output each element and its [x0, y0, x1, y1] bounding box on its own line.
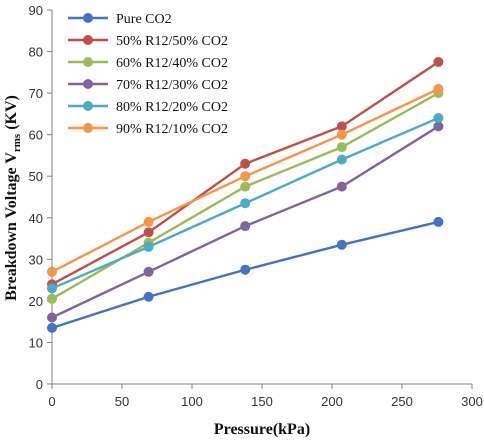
series-lines [47, 56, 444, 333]
data-point [240, 198, 251, 209]
x-axis-label: Pressure(kPa) [214, 421, 310, 438]
series-90-r12-10-co2 [47, 83, 444, 277]
legend-label: 70% R12/30% CO2 [116, 78, 228, 93]
x-tick-label: 0 [48, 394, 55, 409]
data-point [336, 154, 347, 165]
series-80-r12-20-co2 [47, 113, 444, 294]
x-tick-label: 200 [321, 394, 343, 409]
data-point [433, 121, 444, 132]
legend-label: 80% R12/20% CO2 [116, 100, 228, 115]
y-tick-label: 90 [29, 3, 43, 18]
x-tick-label: 100 [181, 394, 203, 409]
data-point [143, 291, 154, 302]
legend-item-50-r12-50-co2: 50% R12/50% CO2 [68, 34, 228, 49]
data-point [47, 322, 57, 333]
data-point [143, 216, 154, 227]
legend-label: Pure CO2 [116, 12, 172, 27]
data-point [433, 56, 444, 67]
x-tick-label: 300 [461, 394, 483, 409]
legend-label: 60% R12/40% CO2 [116, 56, 228, 71]
y-tick-label: 80 [29, 45, 43, 60]
legend-item-80-r12-20-co2: 80% R12/20% CO2 [68, 100, 228, 115]
legend-marker [83, 79, 93, 89]
data-point [240, 181, 251, 192]
data-point [336, 121, 347, 132]
data-point [336, 181, 347, 192]
legend-item-90-r12-10-co2: 90% R12/10% CO2 [68, 122, 228, 137]
legend-label: 50% R12/50% CO2 [116, 34, 228, 49]
legend-label: 90% R12/10% CO2 [116, 122, 228, 137]
y-axis-label-sub: rms [11, 133, 23, 152]
data-point [47, 283, 57, 294]
data-point [433, 113, 444, 124]
data-point [47, 266, 57, 277]
y-tick-label: 50 [29, 169, 43, 184]
y-tick-labels: 0 10 20 30 40 50 60 70 80 90 [29, 3, 43, 392]
data-point [240, 264, 251, 275]
legend-item-60-r12-40-co2: 60% R12/40% CO2 [68, 56, 228, 71]
series-pure-co2 [47, 216, 444, 333]
y-tick-label: 40 [29, 211, 43, 226]
data-point [143, 266, 154, 277]
series-70-r12-30-co2 [47, 121, 444, 323]
data-point [47, 312, 57, 323]
y-tick-label: 70 [29, 86, 43, 101]
y-tick-label: 60 [29, 128, 43, 143]
y-axis-label: Breakdown Voltage Vrms (KV) [3, 95, 23, 301]
data-point [433, 83, 444, 94]
legend-marker [83, 123, 93, 133]
x-tick-labels: 0 50 100 150 200 250 300 [48, 394, 482, 409]
data-point [336, 239, 347, 250]
data-point [47, 293, 57, 304]
data-point [433, 216, 444, 227]
y-tick-label: 30 [29, 252, 43, 267]
data-point [240, 221, 251, 232]
y-axis-label-unit: (KV) [3, 95, 20, 134]
series-line [51, 220, 439, 330]
x-tick-label: 250 [391, 394, 413, 409]
legend-marker [83, 57, 93, 67]
x-tick-label: 150 [251, 394, 273, 409]
y-tick-label: 10 [29, 335, 43, 350]
data-point [240, 158, 251, 169]
y-tick-label: 20 [29, 294, 43, 309]
data-point [143, 227, 154, 238]
legend-marker [83, 13, 93, 23]
data-point [336, 142, 347, 153]
legend: Pure CO2 50% R12/50% CO2 60% R12/40% CO2 70… [68, 12, 228, 137]
legend-marker [83, 101, 93, 111]
data-point [143, 241, 154, 252]
y-tick-label: 0 [36, 377, 43, 392]
axes [47, 9, 473, 389]
data-point [240, 171, 251, 182]
legend-item-pure-co2: Pure CO2 [68, 12, 172, 27]
x-tick-label: 50 [115, 394, 129, 409]
data-point [336, 129, 347, 140]
y-axis-label-main: Breakdown Voltage V [3, 152, 20, 301]
legend-item-70-r12-30-co2: 70% R12/30% CO2 [68, 78, 228, 93]
legend-marker [83, 35, 93, 45]
